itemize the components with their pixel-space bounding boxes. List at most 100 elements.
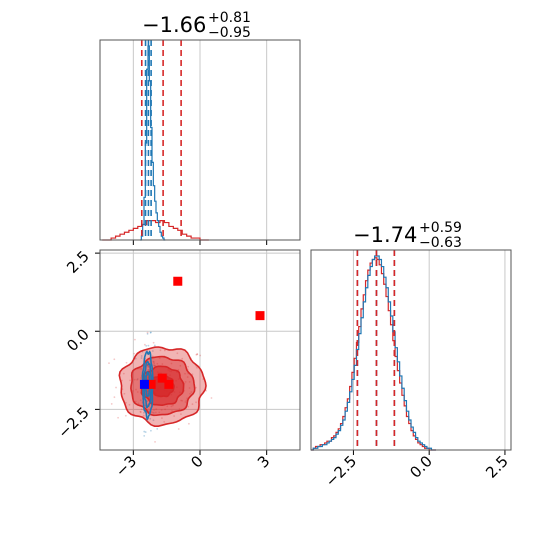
title-panel-1: −1.66 +0.81 −0.95 <box>142 10 251 41</box>
scatter-point-series-a <box>156 427 159 430</box>
title-1-plus: +0.81 <box>208 10 251 26</box>
scatter-point-series-b <box>196 366 198 369</box>
scatter-point-series-b <box>122 372 125 375</box>
scatter-point-series-a <box>150 429 152 432</box>
scatter-point-series-b <box>136 391 139 393</box>
scatter-point-series-b <box>166 405 169 408</box>
scatter-point-series-b <box>180 413 182 416</box>
scatter-point-series-b <box>134 338 136 341</box>
scatter-point-series-a <box>149 331 152 334</box>
scatter-point-series-a <box>140 355 143 357</box>
scatter-point-series-b <box>185 399 188 402</box>
scatter-point-series-b <box>124 414 127 417</box>
scatter-point-series-b <box>143 343 146 346</box>
scatter-point-series-b <box>189 392 191 395</box>
marker-series-b-1 <box>255 311 265 321</box>
scatter-point-series-b <box>152 341 155 344</box>
scatter-point-series-b <box>140 377 142 379</box>
scatter-point-series-b <box>136 378 139 381</box>
scatter-point-series-b <box>113 358 116 361</box>
scatter-point-series-b <box>131 390 134 392</box>
scatter-point-series-b <box>199 354 202 357</box>
scatter-point-series-b <box>134 400 137 403</box>
panel-border <box>99 39 301 241</box>
scatter-point-series-b <box>191 373 194 376</box>
scatter-point-series-a <box>149 331 152 334</box>
scatter-point-series-a <box>149 417 152 420</box>
scatter-point-series-a <box>151 350 154 352</box>
scatter-point-series-b <box>153 409 155 411</box>
scatter-point-series-b <box>180 399 183 402</box>
histogram-panel-2: −2.5 0.0 2.5 <box>310 249 512 491</box>
scatter-point-series-b <box>173 415 176 417</box>
scatter-point-series-b <box>133 378 136 381</box>
scatter-point-series-b <box>163 420 166 423</box>
scatter-point-series-b <box>190 391 193 393</box>
scatter-point-series-b <box>187 422 190 425</box>
scatter-point-series-b <box>135 388 137 391</box>
marker-series-b-2 <box>157 373 167 383</box>
scatter-point-series-b <box>171 410 173 412</box>
scatter-point-series-b <box>179 364 182 367</box>
scatter-point-series-b <box>154 440 156 443</box>
histogram-panel-1 <box>99 39 301 245</box>
scatter-point-series-b <box>161 417 163 419</box>
scatter-point-series-b <box>110 403 113 405</box>
scatter-point-series-b <box>184 380 187 383</box>
scatter-point-series-b <box>137 402 140 405</box>
scatter-point-series-b <box>108 362 110 365</box>
scatter-point-series-b <box>159 349 162 352</box>
scatter-point-series-a <box>153 364 155 367</box>
scatter-point-series-b <box>186 376 189 378</box>
scatter-point-series-b <box>195 401 197 404</box>
scatter-point-series-a <box>146 332 149 335</box>
scatter-point-series-b <box>155 408 158 411</box>
scatter-point-series-a <box>134 357 137 360</box>
histogram-1-series-a <box>140 45 166 241</box>
scatter-point-series-b <box>123 392 126 395</box>
scatter-point-series-b <box>154 364 156 367</box>
panel-border <box>310 249 512 451</box>
scatter-point-series-b <box>161 363 164 365</box>
scatter-point-series-b <box>133 352 136 355</box>
scatter-point-series-a <box>147 368 150 371</box>
title-1-median: −1.66 <box>142 13 206 37</box>
panel-border <box>99 249 301 451</box>
scatter-point-series-b <box>195 353 198 356</box>
scatter-point-series-b <box>188 380 191 383</box>
marker-series-b-4 <box>146 379 156 389</box>
scatter-point-series-b <box>153 362 156 365</box>
title-2-median: −1.74 <box>353 223 417 247</box>
scatter-point-series-b <box>117 416 119 419</box>
scatter-point-series-b <box>125 401 127 404</box>
density-scatter-panel: −3 0 3 −2.5 0.0 2.5 <box>54 247 301 480</box>
scatter-point-series-a <box>143 435 146 437</box>
scatter-point-series-b <box>170 362 173 365</box>
title-2-plus: +0.59 <box>419 220 462 236</box>
scatter-point-series-b <box>125 361 128 364</box>
scatter-point-series-b <box>181 399 184 402</box>
scatter-point-series-b <box>152 361 155 363</box>
x-tick-label: −3 <box>112 452 140 480</box>
scatter-point-series-b <box>156 362 159 365</box>
scatter-point-series-b <box>177 428 180 430</box>
scatter-point-series-b <box>160 408 163 411</box>
scatter-point-series-b <box>181 357 184 360</box>
scatter-point-series-a <box>147 365 150 368</box>
scatter-point-series-b <box>187 405 190 408</box>
scatter-point-series-b <box>128 403 131 406</box>
scatter-point-series-b <box>187 365 190 368</box>
x-tick-label: −2.5 <box>322 452 360 490</box>
scatter-point-series-b <box>140 408 143 411</box>
scatter-point-series-b <box>158 357 161 360</box>
scatter-point-series-b <box>184 372 186 375</box>
scatter-point-series-b <box>176 352 179 355</box>
x-tick-label: 0.0 <box>406 452 436 482</box>
scatter-point-series-b <box>196 353 199 356</box>
title-2-minus: −0.63 <box>419 235 462 251</box>
scatter-point-series-b <box>139 367 142 370</box>
scatter-point-series-a <box>152 419 155 422</box>
scatter-point-series-a <box>153 344 156 347</box>
scatter-point-series-b <box>170 405 173 408</box>
